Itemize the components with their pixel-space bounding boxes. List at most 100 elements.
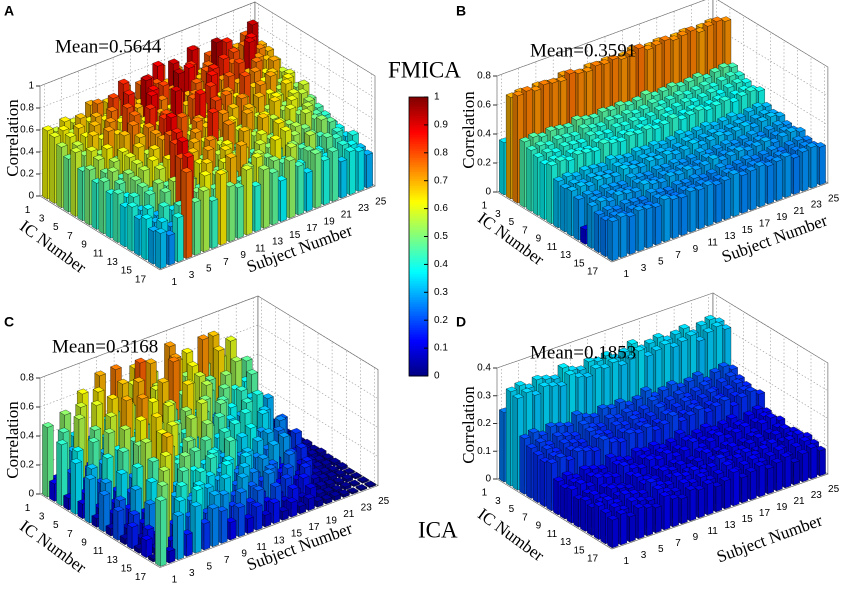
bar-side bbox=[70, 460, 76, 515]
bar-side bbox=[112, 190, 119, 243]
bar-top bbox=[103, 126, 115, 132]
bar-front bbox=[663, 197, 671, 243]
bar-front bbox=[194, 199, 201, 256]
y-tick-label: 11 bbox=[93, 248, 104, 259]
bar-top bbox=[249, 66, 261, 73]
x-tick-label: 19 bbox=[324, 216, 336, 227]
bar-front bbox=[724, 178, 731, 221]
bar-top bbox=[253, 92, 265, 98]
bar-top bbox=[270, 91, 283, 98]
bar-front bbox=[177, 215, 184, 263]
bar-side bbox=[133, 216, 140, 256]
bar-top bbox=[186, 45, 199, 51]
x-tick-label: 21 bbox=[341, 210, 353, 221]
bar-side bbox=[126, 204, 133, 252]
z-tick-label: 0 bbox=[28, 489, 34, 500]
bar-side bbox=[526, 147, 532, 212]
bar-top bbox=[210, 37, 223, 44]
bar-side bbox=[126, 524, 133, 550]
bar-top bbox=[227, 103, 240, 109]
z-tick-label: 1 bbox=[28, 81, 34, 92]
bar-side bbox=[600, 217, 606, 258]
bar-top bbox=[117, 146, 129, 153]
bar-top bbox=[250, 56, 263, 63]
z-tick-label: 0.2 bbox=[20, 169, 34, 180]
x-tick-label: 7 bbox=[675, 250, 681, 261]
bar-front bbox=[314, 151, 322, 209]
bar-top bbox=[128, 110, 141, 117]
x-tick-label: 19 bbox=[776, 212, 788, 223]
bar-top bbox=[123, 89, 136, 96]
bar-side bbox=[112, 508, 119, 541]
bar-front bbox=[810, 145, 818, 189]
bar-top bbox=[268, 55, 280, 62]
x-tick-label: 23 bbox=[358, 203, 370, 214]
x-tick-label: 25 bbox=[378, 496, 390, 507]
x-tick-label: 3 bbox=[641, 263, 647, 274]
bar-front bbox=[646, 206, 653, 249]
bar-front bbox=[715, 182, 723, 224]
bar-front bbox=[637, 208, 645, 252]
bar-top bbox=[207, 63, 220, 70]
x-axis-label: Subject Number bbox=[719, 210, 830, 266]
bar-front bbox=[802, 149, 809, 192]
bar-top bbox=[245, 32, 257, 39]
bar-side bbox=[98, 178, 104, 235]
y-tick-label: 7 bbox=[67, 231, 73, 242]
bar-front bbox=[203, 188, 210, 253]
y-tick-label: 11 bbox=[93, 546, 104, 557]
bar-top bbox=[246, 19, 259, 26]
bar-front bbox=[323, 158, 330, 206]
bar-top bbox=[217, 53, 230, 60]
bar-front bbox=[750, 168, 757, 211]
x-tick-label: 5 bbox=[206, 561, 212, 572]
x-tick-label: 9 bbox=[693, 244, 699, 255]
bar-top bbox=[70, 147, 82, 153]
bar-top bbox=[106, 106, 118, 112]
bar-side bbox=[553, 178, 559, 229]
bar-side bbox=[91, 180, 97, 230]
mean-annotation: Mean=0.3591 bbox=[530, 40, 636, 61]
bar-front bbox=[698, 187, 705, 230]
bar-front bbox=[767, 163, 774, 205]
z-tick-label: 0.2 bbox=[20, 460, 34, 471]
y-tick-label: 5 bbox=[53, 520, 59, 531]
x-tick-label: 17 bbox=[306, 223, 318, 234]
y-tick-label: 13 bbox=[107, 555, 119, 566]
bar-side bbox=[84, 166, 90, 226]
z-axis-label: Correlation bbox=[3, 99, 22, 177]
bar-side bbox=[559, 185, 566, 233]
bar-top bbox=[283, 68, 296, 75]
y-tick-label: 17 bbox=[135, 572, 147, 583]
x-tick-label: 7 bbox=[224, 555, 230, 566]
bar-side bbox=[42, 424, 48, 498]
bar-front bbox=[793, 155, 800, 195]
bar-top bbox=[228, 47, 240, 53]
y-tick-label: 15 bbox=[121, 563, 133, 574]
bar-top bbox=[143, 122, 155, 129]
bar-top bbox=[140, 75, 153, 81]
bar-top bbox=[144, 103, 157, 110]
z-tick-label: 0.4 bbox=[20, 431, 34, 442]
bar-side bbox=[573, 196, 579, 241]
bar-top bbox=[202, 60, 214, 67]
bar-top bbox=[156, 94, 168, 101]
bar-top bbox=[167, 58, 180, 65]
x-tick-label: 9 bbox=[240, 250, 246, 261]
y-tick-label: 1 bbox=[25, 205, 31, 216]
bar-side bbox=[105, 191, 111, 239]
bar-top bbox=[84, 164, 97, 171]
bar-top bbox=[88, 120, 101, 127]
bar-front bbox=[707, 183, 714, 227]
y-tick-label: 15 bbox=[121, 266, 133, 277]
x-tick-label: 7 bbox=[223, 257, 229, 268]
z-tick-label: 0.6 bbox=[20, 402, 34, 413]
bar-top bbox=[90, 111, 103, 118]
y-tick-label: 9 bbox=[536, 234, 542, 245]
bar-front bbox=[220, 172, 227, 246]
x-tick-label: 1 bbox=[623, 269, 629, 280]
bar-front bbox=[254, 184, 262, 233]
bar-side bbox=[519, 139, 525, 208]
method-label: FMICA bbox=[388, 57, 461, 82]
